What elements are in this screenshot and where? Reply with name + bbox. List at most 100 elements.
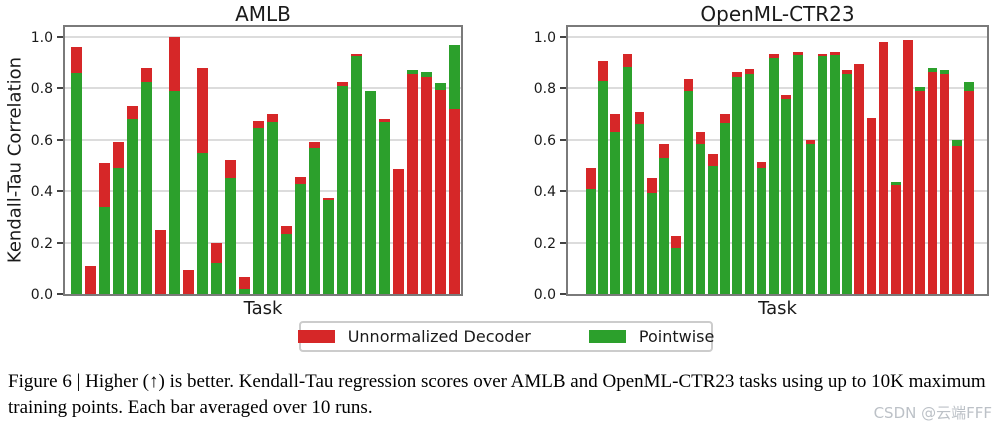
- bar-segment-front: [225, 178, 236, 294]
- bar: [239, 23, 250, 294]
- bar-segment-back: [449, 44, 460, 109]
- bar: [671, 23, 682, 294]
- bar: [598, 23, 608, 294]
- bar-segment-back: [239, 277, 250, 289]
- bar-segment-back: [903, 39, 913, 294]
- bar-segment-front: [379, 121, 390, 294]
- legend-label: Pointwise: [638, 327, 715, 346]
- bar: [622, 23, 633, 294]
- bar-segment-back: [113, 142, 124, 169]
- bar-segment-back: [939, 70, 950, 75]
- bar-segment-front: [239, 288, 250, 294]
- bar-segment-front: [683, 90, 694, 294]
- bar-segment-back: [756, 161, 767, 169]
- bar: [337, 23, 348, 294]
- bar-segment-front: [805, 143, 816, 294]
- y-tick-label: 0.0: [533, 287, 556, 303]
- bar: [781, 23, 791, 294]
- bar-segment-front: [169, 90, 180, 294]
- bar-segment-back: [793, 52, 804, 55]
- bar-segment-back: [842, 70, 852, 75]
- bar: [732, 23, 743, 294]
- bar-segment-front: [964, 90, 974, 294]
- bar-segment-back: [878, 42, 889, 294]
- bar: [379, 23, 390, 294]
- bar-segment-back: [421, 72, 432, 77]
- y-tick-label: 0.2: [30, 235, 53, 252]
- bar: [99, 23, 110, 294]
- bar-segment-front: [915, 90, 926, 294]
- y-tick-mark: [57, 36, 63, 38]
- y-tick-mark: [57, 190, 63, 193]
- bar: [915, 23, 926, 294]
- bar: [817, 23, 828, 294]
- bar: [695, 23, 706, 294]
- bar-segment-front: [817, 56, 828, 294]
- chart-title-openml: OpenML-CTR23: [700, 2, 855, 26]
- bar: [854, 23, 865, 294]
- bar: [830, 23, 840, 294]
- y-tick-mark: [560, 36, 566, 38]
- y-tick-mark: [57, 138, 63, 141]
- bar-segment-back: [183, 269, 194, 294]
- bar-segment-back: [267, 114, 278, 122]
- bar-segment-back: [866, 117, 877, 294]
- bar-segment-back: [952, 139, 962, 147]
- y-tick-mark: [560, 241, 566, 244]
- bar-segment-back: [622, 53, 633, 67]
- bar: [842, 23, 852, 294]
- bar-segment-back: [586, 168, 596, 189]
- bar-segment-back: [769, 53, 779, 58]
- bar-segment-back: [365, 90, 376, 294]
- bar-segment-back: [695, 132, 706, 144]
- bar-segment-front: [720, 123, 730, 294]
- legend-swatch-green: [588, 330, 626, 343]
- bar: [964, 23, 974, 294]
- bar: [891, 23, 901, 294]
- y-tick-label: 0.4: [533, 184, 556, 201]
- bar-segment-front: [211, 263, 222, 294]
- bar-segment-back: [127, 106, 138, 120]
- bar-segment-front: [309, 147, 320, 294]
- bar-segment-back: [927, 68, 938, 72]
- bar-segment-back: [720, 114, 730, 124]
- bar-segment-back: [683, 79, 694, 91]
- bar-segment-back: [225, 160, 236, 179]
- bar-segment-front: [267, 121, 278, 294]
- bar-segment-front: [449, 108, 460, 294]
- y-tick-label: 0.4: [30, 184, 53, 201]
- bar: [211, 23, 222, 294]
- x-axis-label-amlb: Task: [243, 298, 283, 319]
- bar: [744, 23, 755, 294]
- bar-segment-back: [71, 47, 82, 73]
- bar-segment-back: [647, 178, 657, 193]
- bar-segment-front: [708, 165, 718, 294]
- bar-segment-back: [295, 177, 306, 184]
- bar: [225, 23, 236, 294]
- bar-segment-front: [295, 183, 306, 294]
- y-tick-mark: [57, 87, 63, 90]
- bar-segment-front: [842, 74, 852, 294]
- bar-segment-back: [659, 143, 669, 158]
- bar: [927, 23, 938, 294]
- bar: [756, 23, 767, 294]
- bar-segment-front: [769, 57, 779, 294]
- bar: [155, 23, 166, 294]
- bar-segment-front: [71, 72, 82, 294]
- bar-segment-front: [141, 81, 152, 294]
- bar-segment-front: [127, 119, 138, 294]
- bar: [323, 23, 334, 294]
- bar-segment-front: [744, 74, 755, 294]
- y-tick-label: 0.0: [30, 287, 53, 303]
- bar: [866, 23, 877, 294]
- y-tick-mark: [560, 190, 566, 193]
- bar-segment-front: [323, 200, 334, 294]
- bar-segment-back: [817, 53, 828, 57]
- bar: [805, 23, 816, 294]
- bar: [610, 23, 621, 294]
- bar-segment-back: [85, 265, 96, 294]
- plot-area-amlb: 0.0 0.2 0.4 0.6 0.8 1.0: [31, 23, 463, 303]
- bar-segment-front: [634, 124, 645, 294]
- bar: [720, 23, 730, 294]
